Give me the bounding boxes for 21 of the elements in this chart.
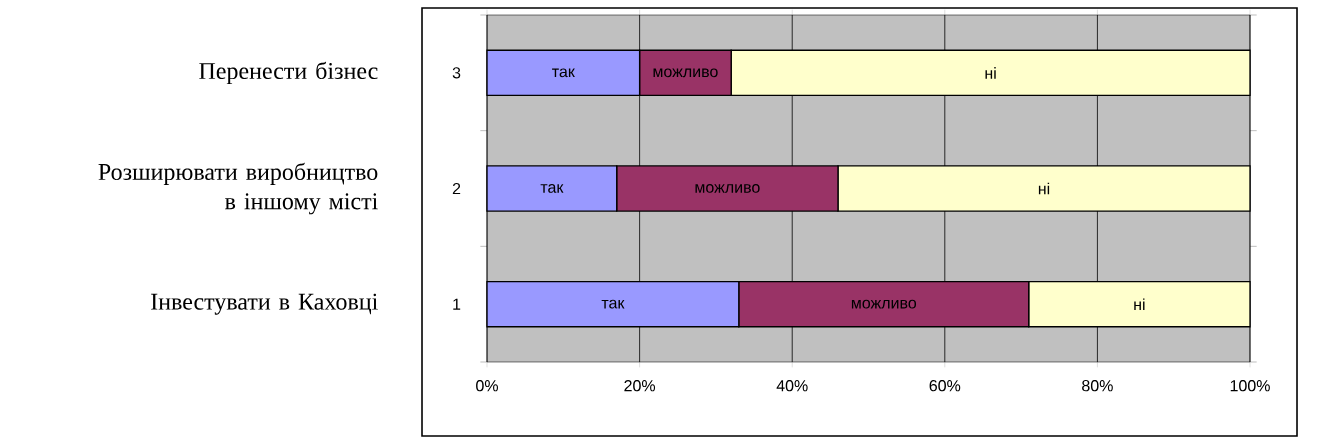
x-tick-label: 40%: [776, 380, 808, 392]
text: можливо: [695, 184, 760, 193]
text: ні: [985, 67, 996, 79]
x-tick-label: 100%: [1230, 380, 1270, 392]
text: Інвестувати в Каховці: [151, 293, 378, 315]
text: так: [552, 68, 575, 78]
series-label: ні: [1038, 182, 1050, 195]
y-tick-label: 1: [453, 298, 461, 310]
text: ні: [1134, 298, 1145, 310]
y-tick-label: 3: [452, 67, 461, 79]
text: так: [601, 299, 625, 309]
x-tick-label: 0%: [476, 380, 498, 392]
text: можливо: [851, 299, 917, 309]
text: Перенести бізнес: [199, 61, 378, 84]
series-label: можливо: [653, 68, 718, 78]
x-tick-label: 80%: [1082, 380, 1113, 392]
y-tick-label: 2: [452, 182, 461, 195]
x-tick-label: 60%: [929, 380, 961, 392]
series-label: так: [540, 184, 564, 193]
x-tick-label: 20%: [624, 380, 656, 392]
text: Розширювати виробництво в іншому місті: [98, 162, 378, 215]
